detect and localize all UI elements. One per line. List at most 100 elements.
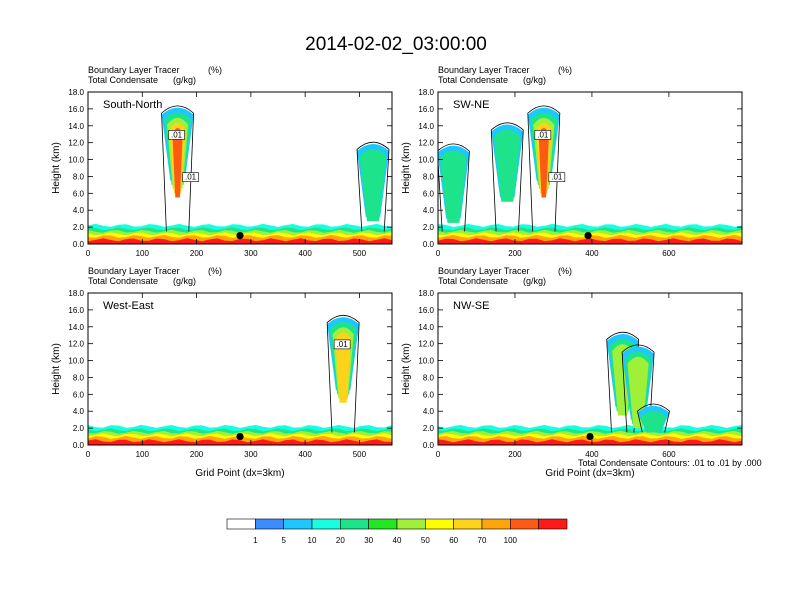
colorbar-swatch [425, 518, 454, 530]
unit1-label: (%) [558, 65, 572, 75]
y-tick-label: 0.0 [73, 240, 85, 249]
colorbar-swatch [340, 518, 369, 530]
panel-nw-se: Boundary Layer Tracer (%) Total Condensate… [401, 266, 743, 479]
contour-label-box [534, 130, 552, 140]
x-tick-label: 300 [244, 249, 258, 258]
y-tick-label: 14.0 [68, 122, 84, 131]
condensate-contour [161, 105, 194, 232]
location-marker [584, 231, 592, 240]
y-tick-label: 6.0 [73, 189, 85, 198]
x-tick-label: 100 [136, 450, 150, 459]
y-tick-label: 4.0 [423, 206, 435, 215]
y-tick-label: 4.0 [73, 407, 85, 416]
x-tick-label: 500 [353, 450, 367, 459]
y-tick-label: 0.0 [423, 240, 435, 249]
x-tick-label: 100 [136, 249, 150, 258]
x-tick-label: 500 [353, 249, 367, 258]
y-tick-label: 18.0 [68, 289, 84, 298]
colorbar-swatch [283, 518, 313, 530]
x-tick-label: 400 [585, 450, 599, 459]
contour-label: .01 [337, 340, 349, 349]
colorbar-label: 70 [478, 536, 487, 545]
unit2-label: (g/kg) [173, 75, 196, 85]
colorbar-label: 5 [281, 536, 286, 545]
y-tick-label: 2.0 [423, 223, 435, 232]
unit1-label: (%) [208, 266, 222, 276]
colorbar-swatch [481, 518, 511, 530]
y-tick-label: 8.0 [73, 172, 85, 181]
y-tick-label: 6.0 [73, 390, 85, 399]
y-tick-label: 6.0 [423, 189, 435, 198]
field2-label: Total Condensate [88, 276, 158, 286]
plume-shade [172, 127, 183, 198]
contour-label: .01 [171, 130, 183, 139]
y-tick-label: 16.0 [418, 105, 434, 114]
x-tick-label: 400 [298, 450, 312, 459]
plot-area: .01 [88, 314, 392, 445]
condensate-contour [356, 141, 390, 232]
field2-label: Total Condensate [438, 276, 508, 286]
colorbar-swatch [396, 518, 426, 530]
x-tick-label: 400 [298, 249, 312, 258]
y-tick-label: 6.0 [423, 390, 435, 399]
y-tick-label: 16.0 [418, 306, 434, 315]
x-tick-label: 600 [662, 249, 676, 258]
plume-shade [359, 149, 387, 222]
contour-label-box [548, 172, 566, 182]
condensate-contour [527, 105, 561, 232]
tracer-band [88, 238, 392, 244]
x-tick-label: 200 [190, 450, 204, 459]
x-tick-label: 200 [508, 450, 522, 459]
x-tick-label: 0 [436, 249, 441, 258]
colorbar-swatch [255, 518, 284, 530]
panel-label: West-East [103, 300, 154, 312]
y-tick-label: 2.0 [423, 424, 435, 433]
unit2-label: (g/kg) [523, 75, 546, 85]
plume-shade [493, 129, 521, 202]
tracer-band [88, 439, 392, 445]
x-tick-label: 0 [436, 450, 441, 459]
condensate-contour [490, 122, 524, 232]
plume-shade [335, 332, 351, 403]
condensate-contour [637, 403, 670, 433]
tracer-band [438, 439, 742, 445]
field1-label: Boundary Layer Tracer [88, 65, 180, 75]
colorbar-label: 50 [421, 536, 430, 545]
x-axis-label: Grid Point (dx=3km) [195, 468, 284, 479]
field2-label: Total Condensate [438, 75, 508, 85]
x-tick-label: 600 [662, 450, 676, 459]
plot-area: .01 .01 [438, 105, 742, 244]
colorbar-swatch [538, 518, 568, 530]
contour-label: .01 [185, 173, 197, 182]
y-tick-label: 10.0 [418, 156, 434, 165]
location-marker [236, 432, 244, 441]
y-tick-label: 0.0 [423, 441, 435, 450]
condensate-contour [621, 344, 655, 433]
y-tick-label: 16.0 [68, 306, 84, 315]
contour-label: .01 [537, 130, 549, 139]
y-tick-label: 8.0 [73, 373, 85, 382]
colorbar: 1 5 10 20 30 40 50 60 70 100 [226, 518, 568, 545]
panels: Boundary Layer Tracer (%) Total Condensate… [51, 65, 743, 479]
y-tick-label: 4.0 [423, 407, 435, 416]
x-tick-label: 300 [244, 450, 258, 459]
condensate-contour [438, 143, 470, 232]
y-tick-label: 14.0 [418, 122, 434, 131]
contour-label-box [182, 172, 199, 182]
x-tick-label: 200 [190, 249, 204, 258]
x-axis-label: Grid Point (dx=3km) [545, 468, 634, 479]
x-tick-label: 200 [508, 249, 522, 258]
y-tick-label: 18.0 [68, 88, 84, 97]
contour-label-box [333, 339, 351, 350]
colorbar-label: 20 [336, 536, 345, 545]
field1-label: Boundary Layer Tracer [88, 266, 180, 276]
y-axis-label: Height (km) [401, 343, 412, 395]
location-marker [236, 231, 244, 240]
unit1-label: (%) [558, 266, 572, 276]
panel-south-north: Boundary Layer Tracer (%) Total Condensate… [51, 65, 393, 258]
condensate-contour [606, 331, 640, 433]
y-tick-label: 2.0 [73, 223, 85, 232]
tracer-band [438, 238, 742, 244]
field2-label: Total Condensate [88, 75, 158, 85]
condensate-contour [326, 314, 360, 433]
